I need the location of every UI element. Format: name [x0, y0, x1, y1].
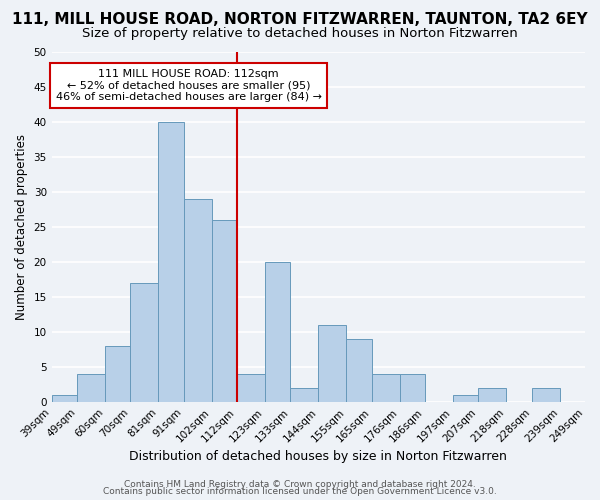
- X-axis label: Distribution of detached houses by size in Norton Fitzwarren: Distribution of detached houses by size …: [130, 450, 507, 462]
- Bar: [346, 339, 371, 402]
- Bar: [77, 374, 105, 402]
- Bar: [105, 346, 130, 402]
- Bar: [212, 220, 237, 402]
- Bar: [158, 122, 184, 402]
- Bar: [184, 199, 212, 402]
- Bar: [130, 283, 158, 402]
- Bar: [319, 325, 346, 402]
- Text: Contains HM Land Registry data © Crown copyright and database right 2024.: Contains HM Land Registry data © Crown c…: [124, 480, 476, 489]
- Bar: [453, 395, 478, 402]
- Y-axis label: Number of detached properties: Number of detached properties: [15, 134, 28, 320]
- Text: 111 MILL HOUSE ROAD: 112sqm
← 52% of detached houses are smaller (95)
46% of sem: 111 MILL HOUSE ROAD: 112sqm ← 52% of det…: [56, 69, 322, 102]
- Bar: [400, 374, 425, 402]
- Bar: [265, 262, 290, 402]
- Text: 111, MILL HOUSE ROAD, NORTON FITZWARREN, TAUNTON, TA2 6EY: 111, MILL HOUSE ROAD, NORTON FITZWARREN,…: [12, 12, 588, 28]
- Bar: [532, 388, 560, 402]
- Bar: [290, 388, 319, 402]
- Bar: [371, 374, 400, 402]
- Text: Size of property relative to detached houses in Norton Fitzwarren: Size of property relative to detached ho…: [82, 28, 518, 40]
- Text: Contains public sector information licensed under the Open Government Licence v3: Contains public sector information licen…: [103, 488, 497, 496]
- Bar: [52, 395, 77, 402]
- Bar: [237, 374, 265, 402]
- Bar: [478, 388, 506, 402]
